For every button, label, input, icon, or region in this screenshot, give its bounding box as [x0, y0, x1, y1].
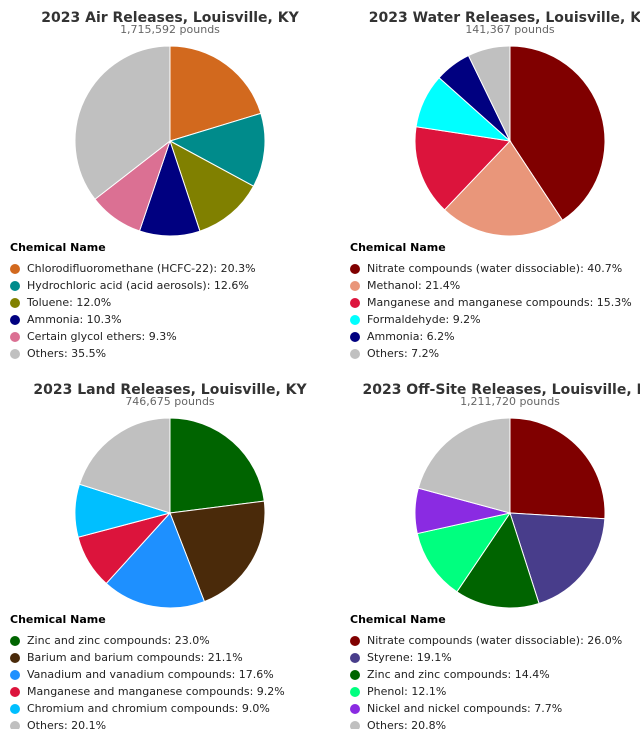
legend-item: Manganese and manganese compounds: 15.3% — [367, 296, 632, 309]
pie-slice — [78, 417, 171, 514]
legend-item: Others: 35.5% — [27, 347, 106, 360]
legend-marker — [10, 704, 20, 714]
legend-item: Nickel and nickel compounds: 7.7% — [367, 702, 562, 715]
legend-item: Toluene: 12.0% — [26, 296, 111, 309]
legend-item: Zinc and zinc compounds: 23.0% — [27, 634, 210, 647]
pie-slice — [509, 512, 606, 605]
legend-item: Chromium and chromium compounds: 9.0% — [27, 702, 270, 715]
legend-marker — [350, 670, 360, 680]
pie-slice — [168, 112, 266, 187]
legend-item: Methanol: 21.4% — [367, 279, 460, 292]
legend-marker — [10, 721, 20, 729]
legend-item: Others: 20.1% — [27, 719, 106, 729]
legend-item: Nitrate compounds (water dissociable): 4… — [367, 262, 622, 275]
legend-item: Others: 20.8% — [367, 719, 446, 729]
pie-slice — [169, 45, 262, 142]
legend-marker — [350, 704, 360, 714]
legend-item: Hydrochloric acid (acid aerosols): 12.6% — [27, 279, 249, 292]
legend-marker — [10, 349, 20, 359]
legend-marker — [10, 636, 20, 646]
pie-slice — [169, 139, 255, 232]
pie-slice — [443, 140, 564, 237]
legend-marker — [10, 653, 20, 663]
legend-title: Chemical Name — [10, 241, 106, 254]
legend-marker — [350, 315, 360, 325]
pie-slice — [74, 45, 171, 200]
legend-marker — [350, 349, 360, 359]
pie-slice — [416, 512, 512, 593]
legend-marker — [350, 298, 360, 308]
legend-title: Chemical Name — [350, 241, 446, 254]
pie-slice — [509, 417, 606, 520]
legend-item: Ammonia: 10.3% — [27, 313, 122, 326]
pie-slice — [417, 417, 511, 514]
legend-item: Barium and barium compounds: 21.1% — [27, 651, 243, 664]
chart-title: 2023 Water Releases, Louisville, KY — [369, 10, 640, 26]
legend-item: Chlorodifluoromethane (HCFC-22): 20.3% — [27, 262, 256, 275]
pie-slice — [414, 126, 512, 211]
legend-item: Ammonia: 6.2% — [367, 330, 455, 343]
pie-slice — [467, 45, 511, 142]
pie-slice — [169, 417, 265, 514]
legend-item: Manganese and manganese compounds: 9.2% — [27, 685, 285, 698]
legend-marker — [10, 298, 20, 308]
legend-marker — [10, 687, 20, 697]
legend-item: Zinc and zinc compounds: 14.4% — [367, 668, 550, 681]
legend-marker — [10, 281, 20, 291]
legend-item: Certain glycol ethers: 9.3% — [27, 330, 177, 343]
legend-marker — [10, 315, 20, 325]
chart-subtitle: 141,367 pounds — [465, 23, 555, 36]
legend-marker — [350, 653, 360, 663]
chart-title: 2023 Off-Site Releases, Louisville, KY — [362, 382, 640, 398]
legend-item: Others: 7.2% — [367, 347, 439, 360]
legend-item: Formaldehyde: 9.2% — [367, 313, 481, 326]
legend-marker — [10, 670, 20, 680]
legend-marker — [350, 332, 360, 342]
legend-marker — [350, 687, 360, 697]
legend-item: Nitrate compounds (water dissociable): 2… — [367, 634, 622, 647]
pie-slice — [105, 512, 206, 609]
chart-subtitle: 746,675 pounds — [125, 395, 215, 408]
legend-item: Styrene: 19.1% — [367, 651, 452, 664]
chart-title: 2023 Land Releases, Louisville, KY — [33, 382, 307, 398]
legend-item: Phenol: 12.1% — [367, 685, 446, 698]
legend-marker — [350, 264, 360, 274]
chart-title: 2023 Air Releases, Louisville, KY — [41, 10, 299, 26]
chart-subtitle: 1,211,720 pounds — [460, 395, 560, 408]
legend-marker — [10, 332, 20, 342]
chart-subtitle: 1,715,592 pounds — [120, 23, 220, 36]
legend-title: Chemical Name — [10, 613, 106, 626]
pie-slice — [169, 500, 266, 603]
legend-marker — [10, 264, 20, 274]
legend-marker — [350, 721, 360, 729]
legend-title: Chemical Name — [350, 613, 446, 626]
legend-marker — [350, 281, 360, 291]
legend-item: Vanadium and vanadium compounds: 17.6% — [27, 668, 274, 681]
pie-slice — [456, 511, 540, 609]
legend-marker — [350, 636, 360, 646]
